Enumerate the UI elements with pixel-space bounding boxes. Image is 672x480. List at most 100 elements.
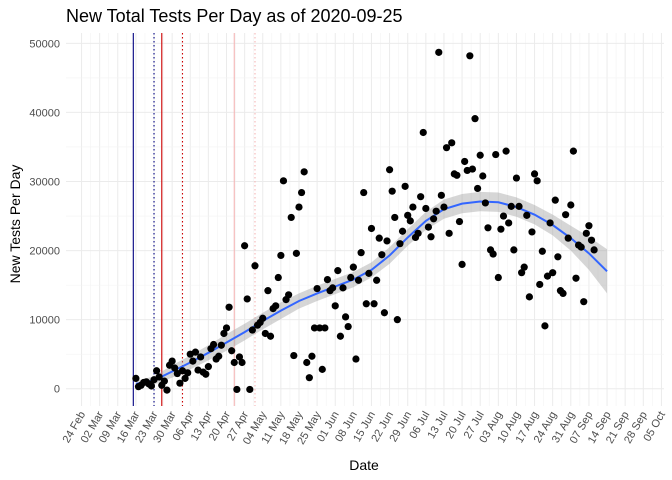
data-point [380, 309, 389, 317]
data-point [549, 269, 557, 277]
data-point [585, 222, 593, 230]
data-point [474, 184, 482, 193]
data-point [202, 370, 210, 378]
data-point [406, 217, 414, 225]
data-point [385, 166, 394, 174]
data-point [341, 313, 350, 321]
data-point [448, 139, 456, 147]
data-point [551, 196, 559, 204]
data-point [251, 262, 259, 270]
data-point [440, 203, 448, 211]
data-point [512, 174, 521, 182]
data-point [189, 357, 197, 365]
data-point [344, 322, 352, 331]
data-point [264, 287, 272, 295]
data-point [530, 170, 539, 178]
data-point [505, 219, 513, 227]
data-point [461, 157, 469, 166]
data-point [222, 324, 231, 332]
data-point [248, 326, 256, 334]
reference-lines [132, 33, 256, 406]
data-point [176, 379, 184, 387]
data-point [515, 202, 523, 210]
data-point [507, 202, 515, 210]
data-point [336, 332, 345, 340]
data-point [228, 347, 236, 355]
data-point [404, 211, 412, 219]
data-point [559, 289, 567, 298]
data-point [132, 374, 140, 382]
data-point [546, 219, 554, 227]
data-point [181, 374, 189, 382]
data-point [365, 269, 373, 277]
data-point [292, 249, 300, 257]
data-point [479, 172, 487, 180]
data-point [373, 276, 381, 284]
data-point [455, 217, 464, 226]
data-point [554, 253, 562, 261]
data-point [310, 324, 319, 332]
data-point [388, 187, 396, 195]
data-point [153, 367, 161, 375]
data-point [417, 193, 425, 201]
data-point [285, 291, 293, 299]
data-point [538, 247, 546, 255]
data-point [481, 199, 489, 207]
data-point [430, 215, 438, 223]
data-points [132, 48, 598, 394]
data-point [543, 272, 552, 280]
data-point [391, 213, 399, 222]
data-point [442, 144, 451, 152]
data-point [396, 240, 404, 248]
data-point [279, 177, 288, 185]
data-point [215, 352, 223, 360]
data-point [419, 128, 427, 137]
data-point [518, 269, 526, 277]
data-point [225, 303, 233, 311]
data-point [217, 341, 225, 349]
data-point [383, 237, 391, 245]
data-point [168, 357, 176, 365]
data-point [259, 314, 267, 322]
data-point [471, 115, 479, 123]
data-point [577, 243, 585, 251]
data-point [520, 263, 528, 271]
data-point [528, 228, 536, 236]
data-point [422, 204, 430, 213]
data-point [171, 364, 179, 372]
grid [66, 33, 664, 406]
data-point [235, 353, 244, 361]
data-point [582, 229, 590, 237]
data-point [499, 212, 508, 220]
data-point [393, 316, 401, 324]
data-point [160, 377, 168, 385]
data-point [220, 329, 228, 338]
data-point [352, 355, 360, 363]
data-point [572, 274, 580, 282]
data-point [290, 351, 298, 360]
y-tick-label: 10000 [29, 315, 60, 327]
data-point [238, 358, 246, 367]
data-point [398, 227, 407, 235]
data-point [339, 284, 347, 292]
data-point [523, 211, 531, 219]
data-point [300, 168, 308, 176]
data-point [155, 373, 163, 381]
data-point [489, 250, 497, 258]
data-point [567, 201, 575, 209]
data-point [409, 203, 417, 211]
data-point [367, 224, 376, 233]
data-point [241, 242, 249, 250]
y-tick-label: 30000 [29, 177, 60, 189]
data-point [313, 284, 321, 293]
data-point [502, 147, 510, 155]
data-point [437, 191, 445, 199]
data-point [360, 188, 368, 197]
data-point [184, 369, 192, 377]
y-axis-ticks: 0 10000 20000 30000 40000 50000 [29, 38, 60, 395]
data-point [590, 246, 598, 254]
data-point [233, 385, 241, 394]
data-point [272, 302, 280, 310]
data-point [331, 302, 339, 310]
